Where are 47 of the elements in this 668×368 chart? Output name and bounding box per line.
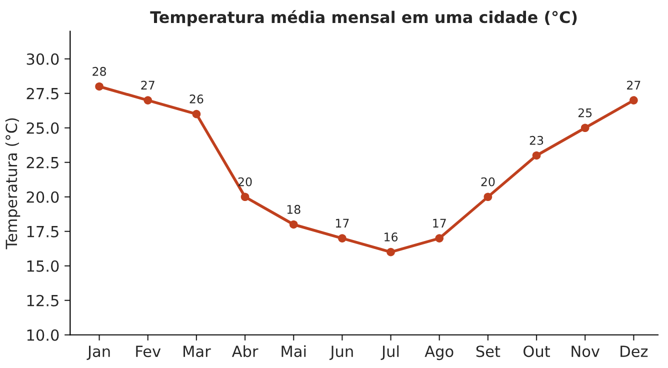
- y-tick-label: 30.0: [26, 53, 59, 65]
- x-tick-label: Set: [476, 346, 500, 358]
- x-tick-label: Mai: [282, 345, 306, 358]
- point: [484, 192, 492, 202]
- y-tick-label: 20.0: [26, 191, 59, 203]
- y-axis-title: Temperatura (°C): [5, 118, 20, 250]
- point: [289, 220, 298, 229]
- point: [240, 192, 250, 202]
- x-tick-label: Dez: [620, 346, 648, 358]
- point: [630, 96, 638, 104]
- data-label: 28: [92, 66, 106, 76]
- data-label: 27: [141, 80, 154, 90]
- data-label: 20: [238, 177, 252, 186]
- data-label: 20: [481, 177, 495, 186]
- chart-title: Temperatura média mensal em uma cidade (°C): [150, 10, 577, 26]
- point: [95, 82, 104, 91]
- point: [338, 234, 346, 242]
- y-tick-label: 17.5: [27, 226, 58, 238]
- x-tick-label: Jul: [380, 345, 399, 360]
- x-tick-label: Out: [524, 346, 550, 358]
- data-label: 23: [530, 136, 544, 145]
- point: [580, 124, 590, 132]
- x-tick-label: Nov: [572, 346, 600, 358]
- y-tick-label: 25.0: [26, 122, 59, 134]
- x-tick-label: Fev: [136, 346, 161, 358]
- point: [144, 96, 152, 104]
- data-label: 27: [627, 80, 640, 90]
- data-label: 17: [336, 218, 349, 228]
- point: [435, 234, 444, 242]
- point: [532, 151, 541, 160]
- data-label: 26: [190, 94, 204, 104]
- data-label: 18: [287, 204, 300, 214]
- point: [386, 248, 395, 256]
- y-tick-label: 10.0: [27, 329, 59, 341]
- data-label: 17: [433, 218, 446, 228]
- point: [192, 110, 201, 118]
- x-tick-label: Ago: [424, 346, 454, 360]
- y-tick-label: 12.5: [27, 294, 58, 306]
- y-tick-label: 22.5: [26, 156, 58, 168]
- y-tick-label: 27.5: [26, 88, 58, 100]
- x-tick-label: Abr: [232, 345, 258, 358]
- y-tick-label: 15.0: [27, 260, 59, 272]
- data-label: 25: [578, 108, 592, 118]
- x-tick-label: Jan: [86, 346, 110, 360]
- data-label: 16: [384, 232, 398, 242]
- x-tick-label: Jun: [329, 346, 353, 360]
- x-tick-label: Mar: [184, 346, 211, 358]
